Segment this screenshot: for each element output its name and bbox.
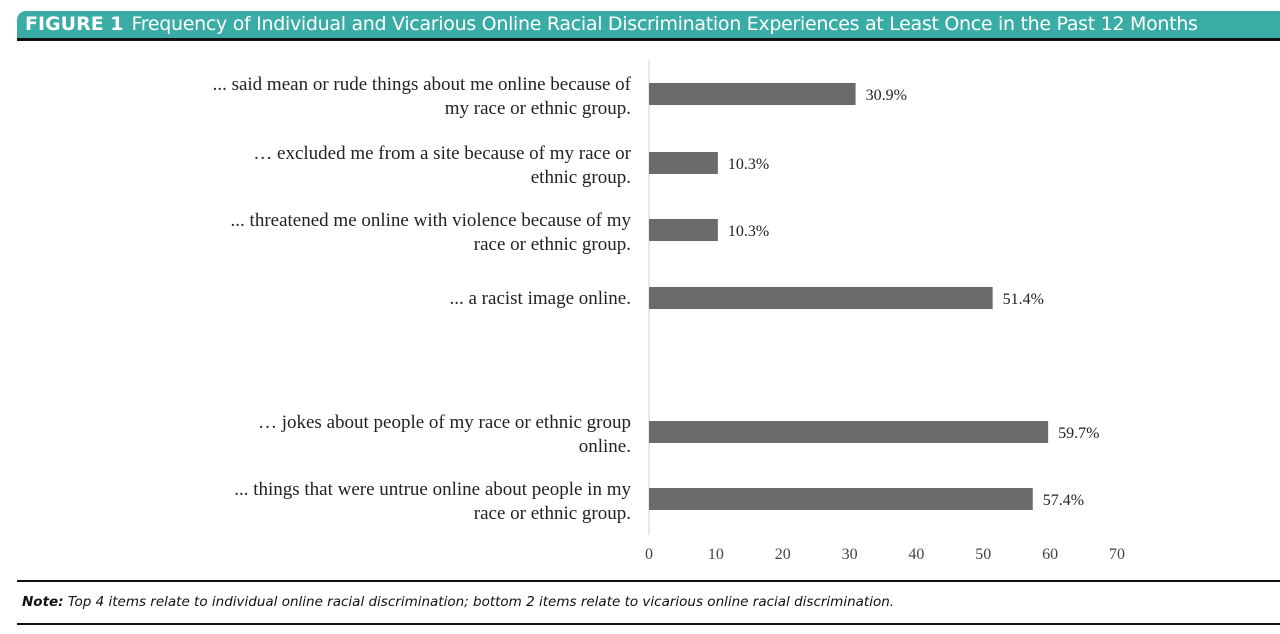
data-label: 10.3% [728,223,769,240]
x-tick-label: 30 [842,546,858,563]
x-tick-label: 40 [908,546,924,563]
data-label: 51.4% [1003,291,1044,308]
x-tick-label: 70 [1109,546,1125,563]
figure-label: FIGURE 1 [25,13,124,35]
note-label: Note: [22,594,64,610]
bar [649,488,1033,510]
category-label: ... threatened me online with violence b… [231,210,632,231]
category-label: race or ethnic group. [474,503,631,524]
data-label: 30.9% [866,87,907,104]
bar [649,83,856,105]
bar [649,219,718,241]
category-label: race or ethnic group. [474,234,631,255]
category-label: online. [579,436,631,457]
bar [649,287,993,309]
x-tick-label: 60 [1042,546,1058,563]
category-label: ... a racist image online. [450,288,632,309]
divider-top [17,580,1280,582]
divider-bottom [17,623,1280,625]
note-text: Top 4 items relate to individual online … [63,594,895,610]
x-tick-label: 10 [708,546,724,563]
data-label: 10.3% [728,156,769,173]
category-label: ethnic group. [531,167,631,188]
figure-note: Note: Top 4 items relate to individual o… [22,594,894,610]
bar [649,152,718,174]
category-label: … jokes about people of my race or ethni… [258,412,631,433]
data-label: 57.4% [1043,492,1084,509]
category-label: … excluded me from a site because of my … [253,143,631,164]
x-tick-label: 20 [775,546,791,563]
category-label: ... said mean or rude things about me on… [213,74,632,95]
figure-header: FIGURE 1 Frequency of Individual and Vica… [17,11,1280,41]
x-tick-label: 50 [975,546,991,563]
x-tick-label: 0 [645,546,653,563]
chart-title: Frequency of Individual and Vicarious On… [131,13,1198,35]
bar [649,421,1049,443]
category-label: my race or ethnic group. [445,98,631,119]
data-label: 59.7% [1058,425,1099,442]
category-label: ... things that were untrue online about… [234,479,631,500]
